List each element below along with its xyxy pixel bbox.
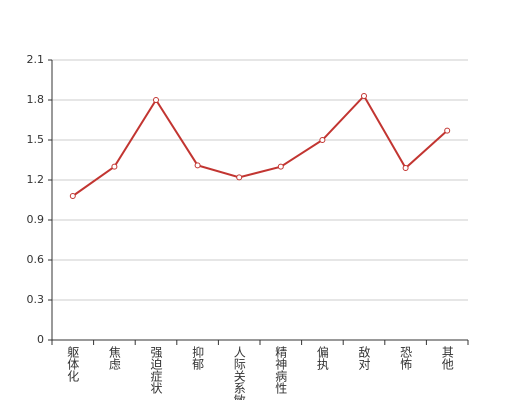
point [277, 163, 284, 170]
x-tick-label: 偏执 [315, 345, 329, 371]
point [361, 93, 367, 99]
x-tick-label: 焦虑 [107, 346, 121, 370]
line [72, 94, 448, 197]
x-tick-label: 恐怖 [399, 346, 413, 370]
point [444, 127, 451, 134]
x-tick-label: 敌对 [357, 345, 371, 370]
y-tick-label: 1.8 [27, 93, 45, 106]
y-tick-label: 0.3 [27, 293, 45, 306]
x-tick-label: 精神病性 [274, 346, 288, 395]
x-tick-label: 其他 [440, 346, 454, 370]
point [319, 137, 326, 143]
x-tick-label: 人际关系敏 [232, 346, 246, 400]
point [153, 97, 159, 103]
y-tick-label: 2.1 [27, 53, 45, 66]
x-tick-label: 抑郁 [191, 345, 205, 371]
point [194, 162, 201, 169]
point [402, 165, 409, 171]
point [69, 193, 76, 199]
y-tick-label: 0 [37, 333, 44, 346]
x-tick-label: 强迫症状 [149, 346, 163, 394]
point [236, 174, 243, 181]
y-tick-label: 1.2 [27, 173, 45, 186]
y-tick-label: 0.9 [27, 213, 45, 226]
point [111, 163, 118, 170]
y-tick-label: 1.5 [27, 133, 45, 146]
x-tick-label: 躯体化 [66, 345, 80, 383]
y-tick-label: 0.6 [27, 253, 45, 266]
